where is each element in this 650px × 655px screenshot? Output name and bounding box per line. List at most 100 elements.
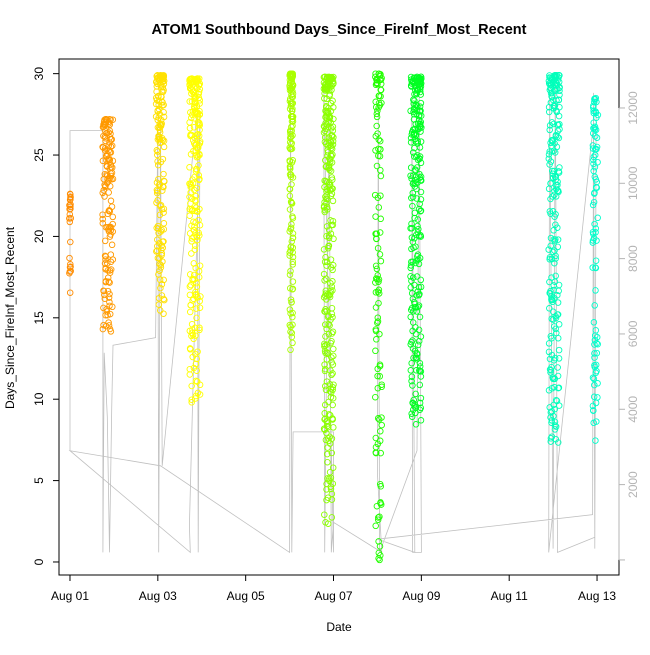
data-point xyxy=(328,514,336,521)
data-point xyxy=(330,115,337,123)
data-point xyxy=(549,170,557,178)
data-point xyxy=(286,285,294,292)
data-point xyxy=(155,97,163,105)
data-point xyxy=(67,193,74,201)
data-point xyxy=(186,230,194,237)
data-point xyxy=(376,513,383,520)
data-point xyxy=(324,458,331,466)
data-point xyxy=(593,237,600,244)
data-point xyxy=(409,274,417,281)
data-point xyxy=(160,209,167,216)
data-point xyxy=(102,115,110,123)
data-point xyxy=(322,290,330,297)
data-point xyxy=(109,157,117,165)
data-point xyxy=(102,311,109,319)
series-group xyxy=(99,115,117,335)
data-point xyxy=(407,139,415,146)
data-point xyxy=(409,319,417,326)
data-point xyxy=(372,393,379,401)
y-tick-label: 15 xyxy=(32,311,46,325)
data-point xyxy=(186,291,194,299)
data-point xyxy=(547,414,554,421)
data-point xyxy=(408,290,416,297)
data-point xyxy=(289,132,296,139)
data-point xyxy=(551,72,558,80)
data-point xyxy=(594,111,602,119)
data-point xyxy=(555,134,563,142)
series-group xyxy=(407,73,425,428)
data-point xyxy=(414,86,421,93)
data-point xyxy=(414,137,421,145)
data-point xyxy=(157,81,164,88)
data-point xyxy=(99,215,106,223)
data-point xyxy=(593,333,601,341)
data-point xyxy=(416,107,423,115)
data-point xyxy=(289,213,296,220)
data-point xyxy=(408,410,415,417)
data-point xyxy=(289,81,297,89)
data-point xyxy=(413,107,421,115)
data-point xyxy=(373,276,381,283)
data-point xyxy=(160,276,167,284)
data-point xyxy=(195,162,202,169)
data-point xyxy=(192,377,200,385)
data-point xyxy=(374,516,382,523)
data-point xyxy=(547,367,555,374)
data-point xyxy=(414,222,421,230)
data-point xyxy=(330,104,337,111)
data-point xyxy=(321,258,329,266)
data-point xyxy=(378,381,385,388)
data-point xyxy=(323,223,331,230)
data-point xyxy=(413,273,421,280)
data-point xyxy=(412,404,420,412)
data-point xyxy=(156,120,163,128)
data-point xyxy=(554,181,561,189)
data-point xyxy=(589,239,597,246)
data-point xyxy=(549,167,556,175)
data-point xyxy=(407,107,414,115)
data-point xyxy=(329,370,336,377)
data-point xyxy=(106,298,113,306)
data-point xyxy=(549,374,557,381)
data-point xyxy=(378,421,385,429)
data-point xyxy=(555,168,562,175)
data-point xyxy=(555,346,563,354)
data-point xyxy=(328,145,336,153)
data-point xyxy=(288,70,295,77)
data-point xyxy=(288,145,296,152)
data-point xyxy=(156,267,163,274)
data-point xyxy=(554,439,562,446)
data-point xyxy=(321,367,329,375)
data-point xyxy=(159,155,167,163)
data-point xyxy=(195,94,203,102)
data-point xyxy=(416,367,423,374)
data-point xyxy=(329,127,337,134)
data-point xyxy=(591,132,599,140)
data-point xyxy=(410,354,417,362)
data-point xyxy=(548,296,555,304)
data-point xyxy=(590,393,598,401)
data-point xyxy=(416,381,424,389)
data-point xyxy=(377,86,385,94)
data-point xyxy=(190,124,198,131)
data-point xyxy=(188,114,195,122)
data-point xyxy=(371,191,379,199)
data-point xyxy=(188,98,196,105)
data-point xyxy=(548,83,556,90)
data-point xyxy=(288,127,295,135)
data-point xyxy=(330,352,337,360)
data-point xyxy=(591,332,599,339)
data-point xyxy=(417,138,425,145)
data-point xyxy=(106,310,114,318)
data-point xyxy=(288,118,296,125)
data-point xyxy=(327,217,334,224)
data-point xyxy=(325,330,333,338)
data-point xyxy=(378,414,385,421)
data-point xyxy=(551,422,559,429)
data-point xyxy=(322,177,330,185)
data-point xyxy=(322,333,329,340)
data-point xyxy=(554,236,562,243)
data-point xyxy=(154,236,161,243)
data-point xyxy=(289,115,296,123)
